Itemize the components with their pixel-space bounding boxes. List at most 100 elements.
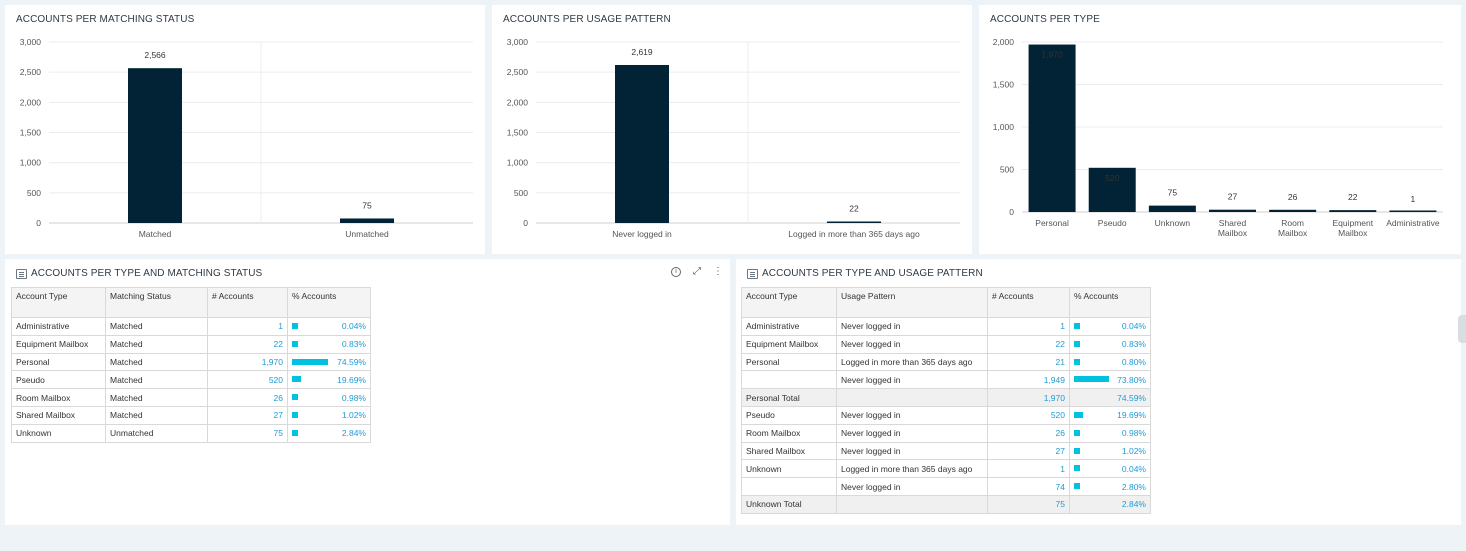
table-row[interactable]: Administrative Matched 1 0.04% — [11, 317, 371, 336]
y-tick-label: 1,500 — [993, 80, 1015, 90]
percent-cell[interactable]: 1.02% — [287, 405, 371, 425]
percent-cell[interactable]: 74.59% — [1069, 388, 1151, 407]
accounts-count-cell[interactable]: 1,949 — [987, 370, 1070, 390]
percent-value: 0.04% — [1121, 463, 1146, 474]
table-row[interactable]: Room Mailbox Never logged in 26 0.98% — [741, 423, 1151, 443]
table-row[interactable]: Unknown Unmatched 75 2.84% — [11, 423, 371, 443]
percent-cell[interactable]: 0.80% — [1069, 352, 1151, 372]
accounts-count-cell[interactable]: 21 — [987, 352, 1070, 372]
table-row[interactable]: Never logged in 74 2.80% — [741, 477, 1151, 496]
table-row[interactable]: Equipment Mailbox Matched 22 0.83% — [11, 334, 371, 354]
percent-cell[interactable]: 0.04% — [1069, 317, 1151, 336]
accounts-count-cell[interactable]: 26 — [987, 423, 1070, 443]
column-header-accounts-percent[interactable]: % Accounts — [287, 287, 371, 318]
more-vertical-icon[interactable]: ⋮ — [713, 266, 723, 277]
percent-cell[interactable]: 0.83% — [1069, 334, 1151, 354]
bar — [615, 64, 669, 223]
table-row[interactable]: Unknown Logged in more than 365 days ago 1… — [741, 459, 1151, 479]
column-header-accounts-count[interactable]: # Accounts — [987, 287, 1070, 318]
usage-pattern-cell: Never logged in — [836, 334, 988, 354]
column-header-account-type[interactable]: Account Type — [741, 287, 837, 318]
account-type-cell: Pseudo — [741, 405, 837, 425]
account-type-cell: Unknown — [11, 423, 106, 443]
account-type-cell: Personal — [741, 352, 837, 372]
percent-bar — [1074, 465, 1080, 472]
chart-panel-account-type: ACCOUNTS PER TYPE 0 500 1,000 1,500 2,000 1,9… — [979, 5, 1461, 254]
x-tick-label: Mailbox — [1278, 228, 1308, 238]
table-row[interactable]: Room Mailbox Matched 26 0.98% — [11, 388, 371, 407]
usage-pattern-cell: Logged in more than 365 days ago — [836, 459, 988, 479]
table-row[interactable]: Shared Mailbox Matched 27 1.02% — [11, 405, 371, 425]
percent-value: 2.80% — [1121, 481, 1146, 492]
bar-chart-matching-status: 0 500 1,000 1,500 2,000 2,500 3,000 2,566 Matche… — [20, 37, 473, 239]
accounts-count-cell[interactable]: 75 — [987, 494, 1070, 514]
table-panel-matching-status: ACCOUNTS PER TYPE AND MATCHING STATUS i … — [5, 259, 730, 525]
percent-cell[interactable]: 0.83% — [287, 334, 371, 354]
percent-bar — [292, 411, 298, 418]
accounts-count-cell[interactable]: 1,970 — [207, 352, 288, 372]
x-tick-label: Mailbox — [1338, 228, 1368, 238]
percent-value: 73.80% — [1117, 374, 1146, 385]
table-row[interactable]: Pseudo Never logged in 520 19.69% — [741, 405, 1151, 425]
side-panel-handle[interactable] — [1458, 315, 1466, 343]
bar-chart-usage-pattern: 0 500 1,000 1,500 2,000 2,500 3,000 2,619 Never … — [507, 37, 960, 239]
account-type-cell: Shared Mailbox — [11, 405, 106, 425]
bar — [1329, 210, 1377, 212]
percent-cell[interactable]: 0.98% — [287, 388, 371, 407]
percent-cell[interactable]: 0.98% — [1069, 423, 1151, 443]
matching-status-table: Account Type Matching Status # Accounts … — [11, 287, 371, 443]
info-icon[interactable]: i — [671, 266, 681, 277]
accounts-count-cell[interactable]: 26 — [207, 388, 288, 407]
x-tick-label: Equipment — [1332, 218, 1373, 228]
accounts-count-cell[interactable]: 1 — [207, 317, 288, 336]
bar-chart-account-type: 0 500 1,000 1,500 2,000 1,970 Personal 520 Pseud… — [993, 37, 1443, 238]
percent-bar — [292, 394, 298, 401]
percent-cell[interactable]: 1.02% — [1069, 441, 1151, 461]
table-row[interactable]: Pseudo Matched 520 19.69% — [11, 370, 371, 390]
table-total-row[interactable]: Personal Total 1,970 74.59% — [741, 388, 1151, 407]
percent-cell[interactable]: 2.84% — [1069, 494, 1151, 514]
percent-value: 2.84% — [1121, 499, 1146, 510]
percent-cell[interactable]: 2.84% — [287, 423, 371, 443]
accounts-count-cell[interactable]: 520 — [207, 370, 288, 390]
accounts-count-cell[interactable]: 22 — [987, 334, 1070, 354]
table-row[interactable]: Never logged in 1,949 73.80% — [741, 370, 1151, 390]
table-total-row[interactable]: Unknown Total 75 2.84% — [741, 494, 1151, 514]
accounts-count-cell[interactable]: 74 — [987, 477, 1070, 496]
percent-bar — [1074, 447, 1080, 454]
y-tick-label: 1,500 — [507, 128, 529, 138]
table-panel-usage-pattern: ACCOUNTS PER TYPE AND USAGE PATTERN Acco… — [736, 259, 1461, 525]
table-row[interactable]: Administrative Never logged in 1 0.04% — [741, 317, 1151, 336]
percent-cell[interactable]: 19.69% — [1069, 405, 1151, 425]
table-row[interactable]: Equipment Mailbox Never logged in 22 0.83% — [741, 334, 1151, 354]
data-label: 75 — [1168, 188, 1178, 198]
accounts-count-cell[interactable]: 1 — [987, 459, 1070, 479]
table-row[interactable]: Shared Mailbox Never logged in 27 1.02% — [741, 441, 1151, 461]
percent-cell[interactable]: 0.04% — [287, 317, 371, 336]
percent-cell[interactable]: 2.80% — [1069, 477, 1151, 496]
percent-cell[interactable]: 0.04% — [1069, 459, 1151, 479]
accounts-count-cell[interactable]: 1,970 — [987, 388, 1070, 407]
account-type-cell: Administrative — [741, 317, 837, 336]
percent-cell[interactable]: 74.59% — [287, 352, 371, 372]
table-row[interactable]: Personal Logged in more than 365 days ago… — [741, 352, 1151, 372]
column-header-accounts-count[interactable]: # Accounts — [207, 287, 288, 318]
matching-status-cell: Unmatched — [105, 423, 208, 443]
accounts-count-cell[interactable]: 75 — [207, 423, 288, 443]
column-header-account-type[interactable]: Account Type — [11, 287, 106, 318]
table-icon — [16, 268, 27, 279]
accounts-count-cell[interactable]: 22 — [207, 334, 288, 354]
column-header-matching-status[interactable]: Matching Status — [105, 287, 208, 318]
data-label: 22 — [849, 204, 859, 214]
accounts-count-cell[interactable]: 1 — [987, 317, 1070, 336]
expand-icon[interactable]: ⤢ — [693, 266, 701, 277]
table-row[interactable]: Personal Matched 1,970 74.59% — [11, 352, 371, 372]
accounts-count-cell[interactable]: 520 — [987, 405, 1070, 425]
column-header-usage-pattern[interactable]: Usage Pattern — [836, 287, 988, 318]
accounts-count-cell[interactable]: 27 — [987, 441, 1070, 461]
percent-cell[interactable]: 19.69% — [287, 370, 371, 390]
percent-cell[interactable]: 73.80% — [1069, 370, 1151, 390]
accounts-count-cell[interactable]: 27 — [207, 405, 288, 425]
column-header-accounts-percent[interactable]: % Accounts — [1069, 287, 1151, 318]
y-tick-label: 1,000 — [20, 158, 42, 168]
